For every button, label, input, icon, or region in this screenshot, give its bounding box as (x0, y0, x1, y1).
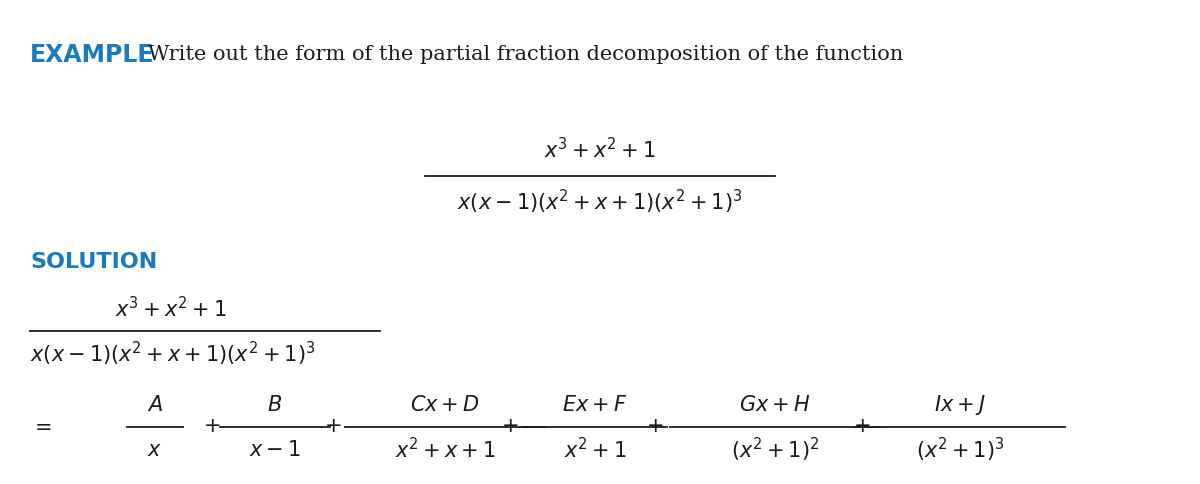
Text: $x(x-1)(x^2+x+1)(x^2+1)^3$: $x(x-1)(x^2+x+1)(x^2+1)^3$ (30, 340, 316, 368)
Text: $(x^2 + 1)^2$: $(x^2 + 1)^2$ (731, 436, 820, 464)
Text: $Ix + J$: $Ix + J$ (934, 393, 986, 417)
Text: $x^2 + x + 1$: $x^2 + x + 1$ (395, 438, 496, 463)
Text: $x^3 + x^2 + 1$: $x^3 + x^2 + 1$ (544, 137, 656, 163)
Text: $B$: $B$ (268, 395, 282, 415)
Text: $x^3 + x^2 + 1$: $x^3 + x^2 + 1$ (115, 296, 227, 321)
Text: $x - 1$: $x - 1$ (250, 440, 301, 460)
Text: $Gx + H$: $Gx + H$ (739, 395, 811, 415)
Text: $=$: $=$ (30, 418, 52, 437)
Text: $Cx + D$: $Cx + D$ (410, 395, 480, 415)
Text: $+$: $+$ (502, 418, 518, 437)
Text: EXAMPLE: EXAMPLE (30, 43, 155, 67)
Text: $+$: $+$ (324, 418, 342, 437)
Text: $x$: $x$ (148, 440, 162, 459)
Text: $+$: $+$ (853, 418, 871, 437)
Text: Write out the form of the partial fraction decomposition of the function: Write out the form of the partial fracti… (148, 45, 904, 64)
Text: $x^2 + 1$: $x^2 + 1$ (564, 438, 626, 463)
Text: $+$: $+$ (647, 418, 664, 437)
Text: SOLUTION: SOLUTION (30, 252, 157, 272)
Text: $+$: $+$ (203, 418, 221, 437)
Text: $(x^2 + 1)^3$: $(x^2 + 1)^3$ (916, 436, 1004, 464)
Text: $Ex + F$: $Ex + F$ (563, 395, 628, 415)
Text: $A$: $A$ (148, 395, 163, 415)
Text: $x(x-1)(x^2+x+1)(x^2+1)^3$: $x(x-1)(x^2+x+1)(x^2+1)^3$ (457, 188, 743, 216)
